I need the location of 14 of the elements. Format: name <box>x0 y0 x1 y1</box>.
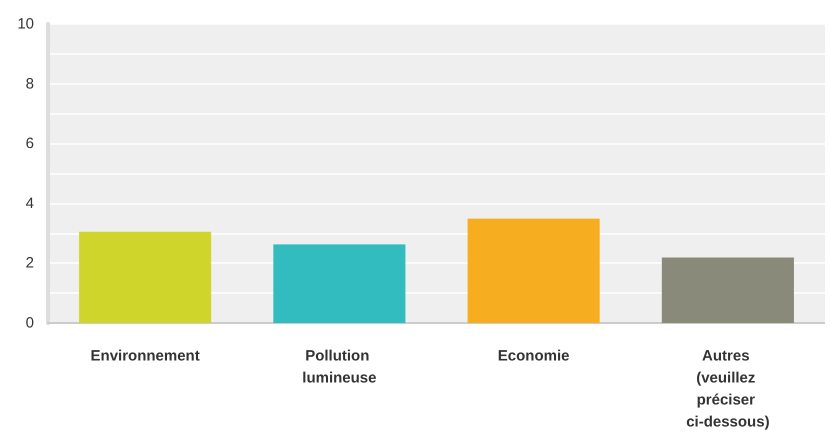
y-tick-label: 0 <box>26 314 34 332</box>
x-tick-label: Environnement <box>90 348 200 364</box>
bar <box>662 258 794 323</box>
x-tick-label: Pollution lumineuse <box>302 348 376 386</box>
bar <box>468 218 600 323</box>
y-tick-label: 10 <box>17 16 34 32</box>
y-tick-label: 2 <box>26 254 34 272</box>
x-tick-label: Economie <box>498 348 570 364</box>
y-tick-label: 6 <box>26 135 34 152</box>
x-tick-label: Autres (veuillez préciser ci-dessous) <box>686 348 770 430</box>
bar <box>79 232 212 323</box>
bar <box>273 244 406 323</box>
y-tick-label: 8 <box>26 75 34 92</box>
y-tick-label: 4 <box>26 194 34 212</box>
